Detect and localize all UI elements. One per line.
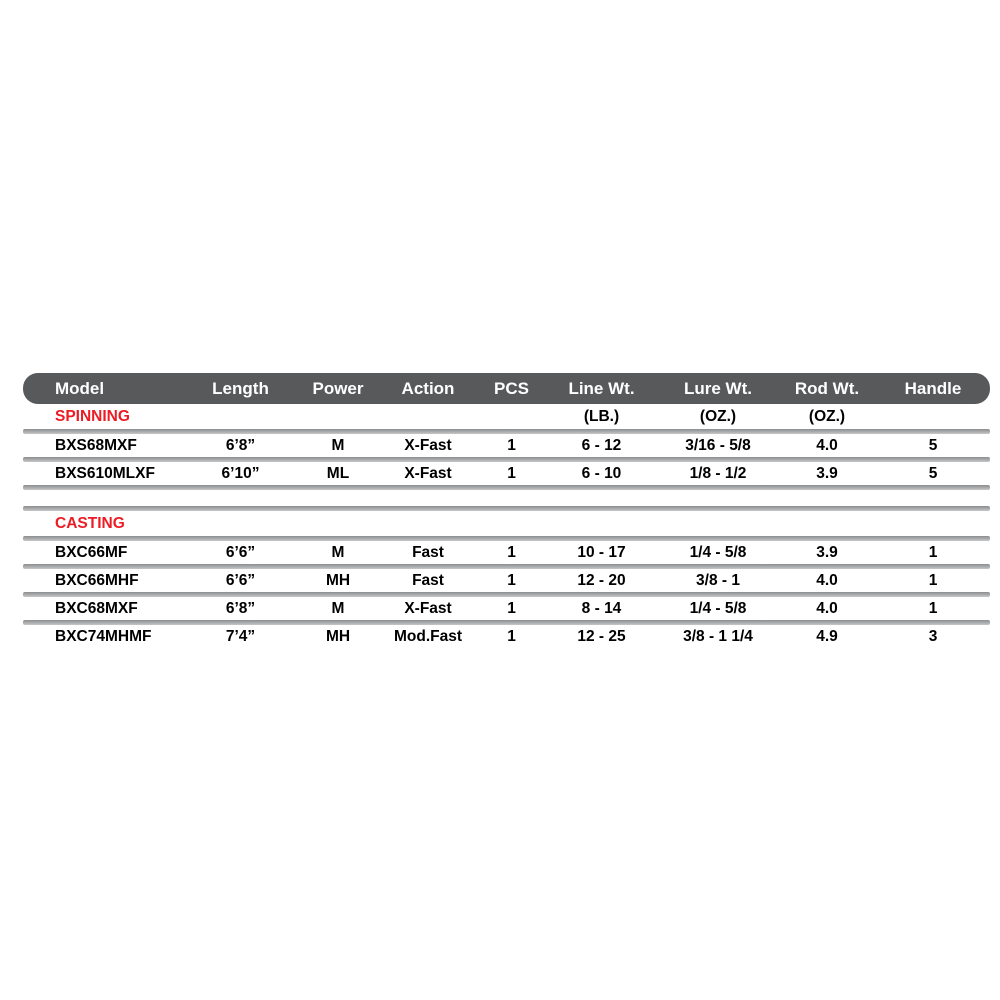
cell-rod_wt: 3.9 [816, 543, 838, 561]
column-header-length: Length [212, 378, 269, 398]
cell-line_wt: 12 - 25 [577, 627, 626, 645]
cell-handle: 3 [928, 627, 938, 645]
cell-model: BXC66MF [55, 543, 128, 561]
divider-line [23, 457, 990, 462]
cell-lure_wt: 3/16 - 5/8 [685, 436, 751, 454]
column-unit-rod_wt: (OZ.) [808, 407, 846, 425]
column-header-rod_wt: Rod Wt. [794, 378, 860, 398]
column-unit-lure_wt: (OZ.) [699, 407, 737, 425]
cell-length: 6’8” [225, 436, 256, 454]
cell-rod_wt: 4.0 [816, 599, 838, 617]
cell-handle: 1 [928, 571, 938, 589]
table-row: BXC68MXF 6’8” M X-Fast 1 8 - 14 1/4 - 5/8 4.0 1 [23, 597, 990, 620]
section-title: CASTING [55, 514, 125, 532]
cell-length: 6’10” [221, 464, 260, 482]
divider-line [23, 506, 990, 511]
cell-line_wt: 6 - 12 [581, 436, 622, 454]
table-row: BXS610MLXF 6’10” ML X-Fast 1 6 - 10 1/8 - 1/2 3… [23, 462, 990, 485]
cell-pcs: 1 [507, 627, 516, 645]
divider-line [23, 429, 990, 434]
cell-lure_wt: 3/8 - 1 1/4 [683, 627, 753, 645]
column-header-line_wt: Line Wt. [568, 378, 635, 398]
cell-pcs: 1 [507, 571, 516, 589]
column-header-lure_wt: Lure Wt. [684, 378, 752, 398]
cell-line_wt: 8 - 14 [581, 599, 622, 617]
section-header-row: SPINNING (LB.) (OZ.) (OZ.) [23, 404, 990, 429]
cell-rod_wt: 3.9 [816, 464, 838, 482]
cell-model: BXC68MXF [55, 599, 138, 617]
cell-power: M [331, 599, 345, 617]
cell-action: Fast [412, 543, 444, 561]
cell-power: ML [326, 464, 350, 482]
divider-line [23, 536, 990, 541]
cell-lure_wt: 1/4 - 5/8 [689, 599, 747, 617]
table-header-row: Model Length Power Action PCS Line Wt. Lure Wt… [23, 373, 990, 404]
cell-length: 6’6” [225, 543, 256, 561]
cell-lure_wt: 3/8 - 1 [696, 571, 740, 589]
cell-power: M [331, 436, 345, 454]
cell-rod_wt: 4.0 [816, 571, 838, 589]
cell-action: X-Fast [404, 436, 452, 454]
table-row: BXC74MHMF 7’4” MH Mod.Fast 1 12 - 25 3/8 - 1 1… [23, 625, 990, 648]
cell-model: BXS610MLXF [55, 464, 155, 482]
table-row: BXC66MF 6’6” M Fast 1 10 - 17 1/4 - 5/8 3.9 1 [23, 541, 990, 564]
cell-handle: 1 [928, 599, 938, 617]
cell-model: BXC74MHMF [55, 627, 152, 645]
table-body: SPINNING (LB.) (OZ.) (OZ.) BXS68MXF 6’8” M X-Fa… [23, 404, 990, 648]
cell-pcs: 1 [507, 464, 516, 482]
cell-model: BXC66MHF [55, 571, 139, 589]
cell-line_wt: 12 - 20 [577, 571, 626, 589]
divider-line [23, 485, 990, 490]
cell-handle: 1 [928, 543, 938, 561]
divider-line [23, 592, 990, 597]
cell-pcs: 1 [507, 436, 516, 454]
section-header-row: CASTING [23, 511, 990, 536]
cell-handle: 5 [928, 464, 938, 482]
column-header-handle: Handle [904, 378, 962, 398]
cell-length: 7’4” [225, 627, 256, 645]
column-unit-line_wt: (LB.) [583, 407, 620, 425]
cell-action: Mod.Fast [393, 627, 463, 645]
column-header-model: Model [55, 378, 105, 398]
cell-length: 6’6” [225, 571, 256, 589]
cell-rod_wt: 4.0 [816, 436, 838, 454]
divider-line [23, 564, 990, 569]
cell-pcs: 1 [507, 599, 516, 617]
table-row: BXC66MHF 6’6” MH Fast 1 12 - 20 3/8 - 1 4.0 1 [23, 569, 990, 592]
cell-length: 6’8” [225, 599, 256, 617]
cell-power: M [331, 543, 345, 561]
cell-lure_wt: 1/8 - 1/2 [689, 464, 747, 482]
cell-pcs: 1 [507, 543, 516, 561]
cell-line_wt: 6 - 10 [581, 464, 622, 482]
cell-action: Fast [412, 571, 444, 589]
column-header-pcs: PCS [494, 378, 529, 398]
cell-line_wt: 10 - 17 [577, 543, 626, 561]
column-header-power: Power [312, 378, 364, 398]
cell-rod_wt: 4.9 [816, 627, 838, 645]
cell-action: X-Fast [404, 464, 452, 482]
column-header-action: Action [401, 378, 455, 398]
cell-handle: 5 [928, 436, 938, 454]
cell-model: BXS68MXF [55, 436, 137, 454]
cell-power: MH [325, 571, 351, 589]
rod-spec-table: Model Length Power Action PCS Line Wt. Lure Wt… [23, 373, 990, 648]
section-gap [23, 490, 990, 506]
table-row: BXS68MXF 6’8” M X-Fast 1 6 - 12 3/16 - 5/8 4.0 5 [23, 434, 990, 457]
cell-power: MH [325, 627, 351, 645]
cell-lure_wt: 1/4 - 5/8 [689, 543, 747, 561]
cell-action: X-Fast [404, 599, 452, 617]
divider-line [23, 620, 990, 625]
section-title: SPINNING [55, 407, 130, 425]
